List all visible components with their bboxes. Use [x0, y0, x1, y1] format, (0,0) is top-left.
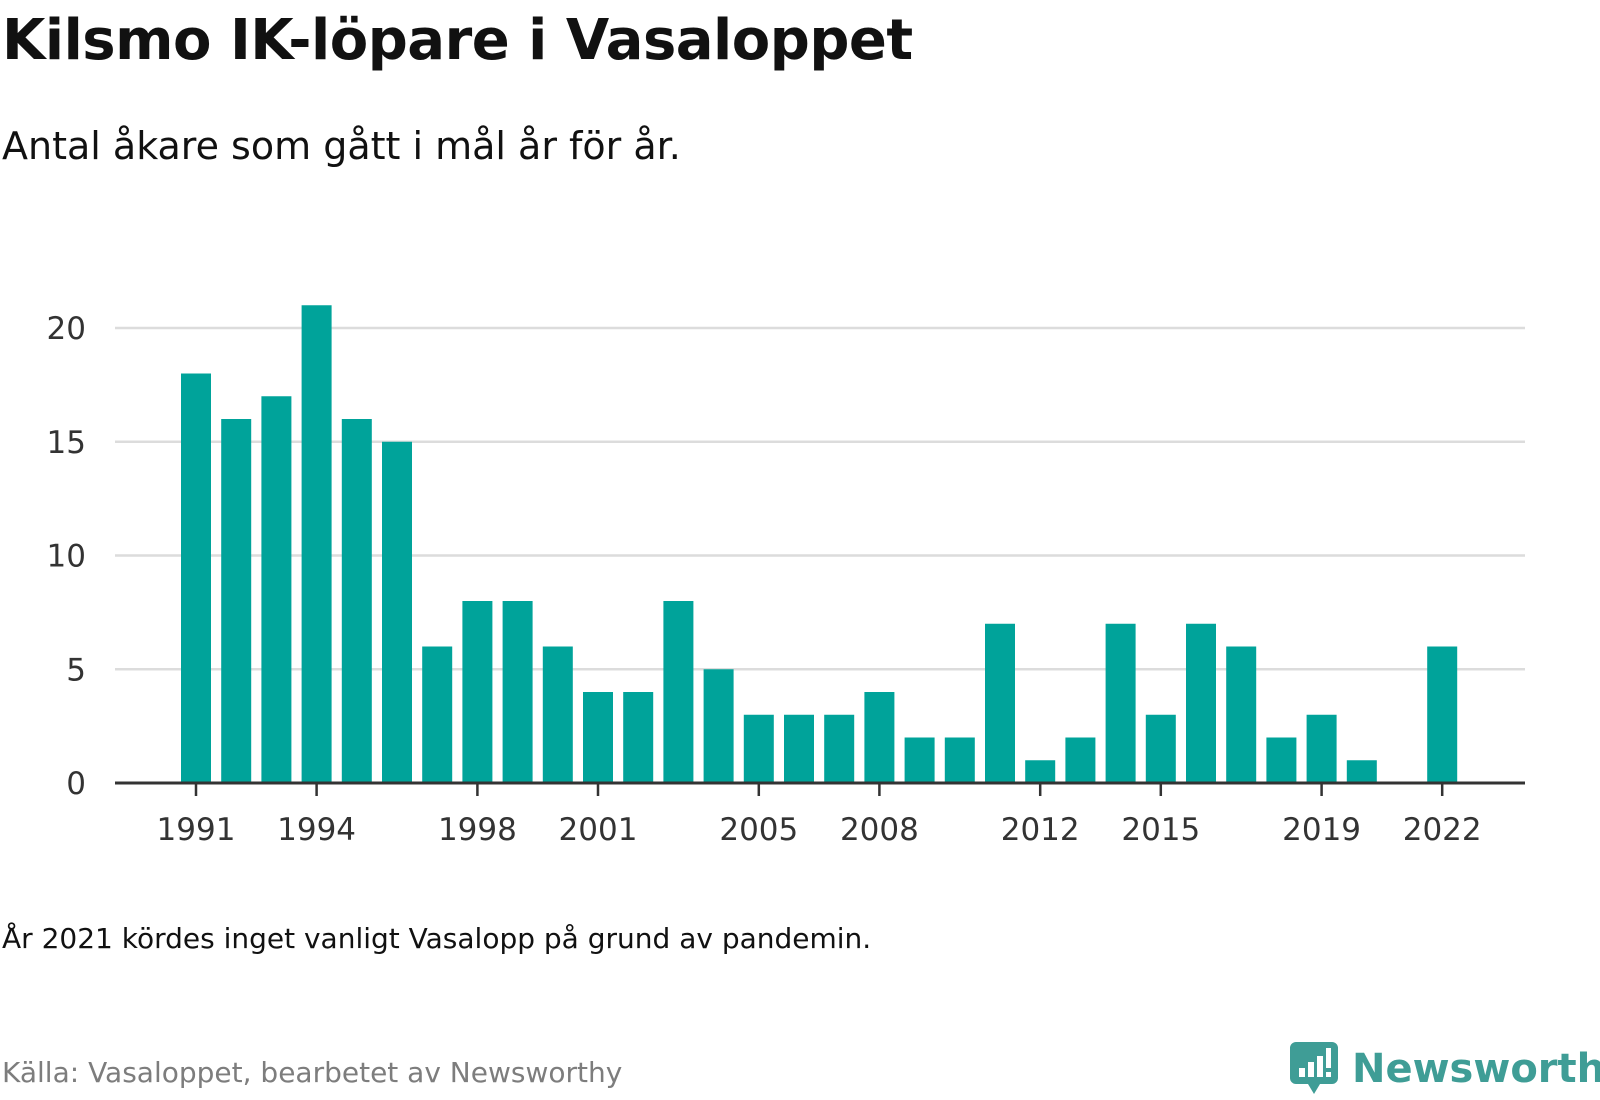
bar-1992	[221, 419, 252, 783]
source-text: Källa: Vasaloppet, bearbetet av Newswort…	[2, 1056, 623, 1089]
bar-2009	[904, 737, 935, 783]
bar-2013	[1065, 737, 1096, 783]
bar-2012	[1025, 760, 1056, 783]
bars	[181, 305, 1458, 783]
chart-title: Kilsmo IK-löpare i Vasaloppet	[2, 8, 913, 73]
x-axis-ticks: 1991 1994 1998 2001 2005 2008 2012 2015 2019 2022	[157, 783, 1482, 848]
brand-logo[interactable]: Newsworthy	[1290, 1042, 1600, 1096]
bar-1999	[502, 601, 533, 783]
bar-1995	[341, 419, 372, 783]
y-tick-label: 15	[47, 425, 86, 461]
bar-2018	[1266, 737, 1297, 783]
x-tick-label: 2012	[1001, 812, 1080, 848]
bar-2015	[1145, 714, 1176, 783]
brand-name: Newsworthy	[1352, 1046, 1600, 1092]
x-tick-label: 2022	[1403, 812, 1482, 848]
chart-subtitle: Antal åkare som gått i mål år för år.	[2, 124, 681, 168]
bar-2006	[784, 714, 814, 783]
bar-2002	[623, 692, 654, 783]
bar-2019	[1306, 714, 1337, 783]
bar-2020	[1346, 760, 1377, 783]
bar-1994	[301, 305, 332, 783]
bar-1991	[181, 373, 211, 783]
newsworthy-logo-icon	[1290, 1042, 1338, 1094]
x-tick-label: 1991	[157, 812, 236, 848]
bar-2010	[944, 737, 975, 783]
y-tick-label: 0	[66, 766, 86, 802]
bar-2011	[985, 623, 1015, 783]
x-tick-label: 2005	[719, 812, 798, 848]
bar-2016	[1186, 623, 1216, 783]
bar-1997	[422, 646, 453, 783]
bar-2007	[824, 714, 855, 783]
bar-1996	[382, 441, 412, 783]
x-tick-label: 1994	[277, 812, 356, 848]
bar-2008	[864, 692, 895, 783]
bar-2022	[1427, 646, 1458, 783]
bar-1993	[261, 396, 292, 783]
bar-2000	[542, 646, 573, 783]
bar-1998	[462, 601, 493, 783]
y-tick-label: 5	[66, 652, 86, 688]
bar-2005	[743, 714, 774, 783]
x-tick-label: 2019	[1282, 812, 1361, 848]
bar-2001	[583, 692, 613, 783]
bar-2017	[1226, 646, 1257, 783]
x-tick-label: 2008	[840, 812, 919, 848]
bar-2003	[663, 601, 694, 783]
x-tick-label: 2001	[559, 812, 638, 848]
x-tick-label: 2015	[1121, 812, 1200, 848]
y-tick-label: 20	[47, 311, 86, 347]
x-tick-label: 1998	[438, 812, 517, 848]
footnote: År 2021 kördes inget vanligt Vasalopp på…	[2, 922, 872, 955]
bar-2004	[703, 669, 734, 783]
bar-2014	[1105, 623, 1136, 783]
y-tick-label: 10	[47, 539, 86, 575]
y-axis-ticks: 0 5 10 15 20	[47, 311, 86, 802]
